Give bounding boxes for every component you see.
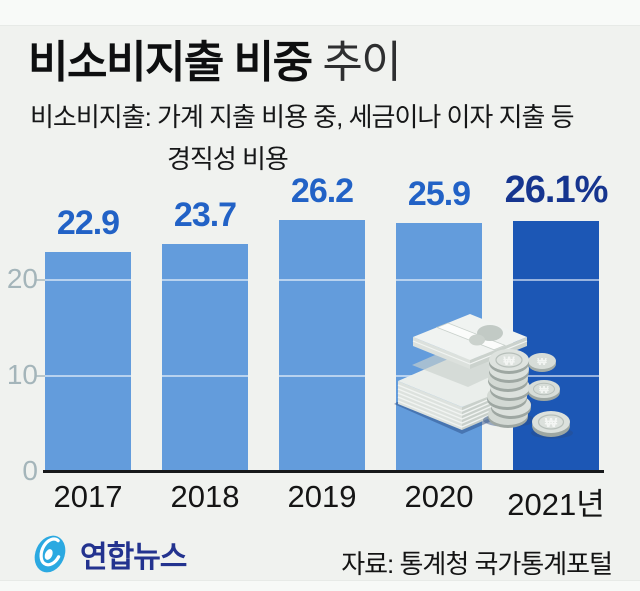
bar-2017 (45, 252, 131, 472)
gridline-overlay (396, 278, 482, 281)
gridline-stub (36, 375, 46, 377)
yonhap-logo: 연합뉴스 (28, 532, 187, 576)
x-axis-line (43, 470, 604, 473)
x-axis-label: 2020 (404, 479, 474, 514)
bar-value-label: 26.1% (504, 169, 609, 212)
gridline-overlay (162, 374, 248, 377)
yonhap-swirl-icon (34, 535, 66, 573)
bar-value-label: 26.2 (290, 172, 354, 211)
gridline-overlay (162, 278, 248, 281)
x-axis-label: 2018 (170, 479, 240, 514)
money-illustration-icon: ₩ ₩ ₩ ₩ (394, 314, 573, 439)
bar-value-label: 25.9 (407, 175, 471, 214)
y-axis-tick-label: 0 (22, 455, 38, 486)
svg-text:₩: ₩ (537, 357, 547, 368)
gridline-overlay (45, 278, 131, 281)
bar-2018 (162, 244, 248, 472)
bar-2019 (279, 220, 365, 472)
gridline-overlay (513, 374, 599, 377)
y-axis-tick-label: 10 (6, 359, 38, 390)
gridline-overlay (279, 278, 365, 281)
logo-text: 연합뉴스 (80, 541, 187, 574)
gridline-overlay (513, 278, 599, 281)
svg-text:₩: ₩ (545, 415, 558, 430)
subtitle-line-1: 비소비지출: 가계 지출 비용 중, 세금이나 이자 지출 등 (30, 102, 575, 132)
title-trailer: 추이 (311, 38, 401, 87)
y-axis-tick-label: 20 (6, 263, 38, 294)
bottom-margin-band (0, 580, 640, 591)
bar-value-label: 22.9 (56, 204, 120, 243)
x-axis-label: 2019 (287, 479, 357, 514)
gridline-stub (36, 279, 46, 281)
title-main: 비소비지출 비중 (28, 38, 313, 87)
x-axis-label: 2017 (53, 479, 123, 514)
bar-value-label: 23.7 (173, 196, 237, 235)
page-title: 비소비지출 비중 추이 (28, 26, 402, 90)
gridline-overlay (45, 374, 131, 377)
gridline-overlay (279, 374, 365, 377)
x-axis-label: 2021년 (507, 487, 605, 522)
top-margin-band (0, 0, 640, 26)
svg-text:₩: ₩ (539, 385, 549, 396)
svg-text:₩: ₩ (503, 354, 515, 368)
subtitle-line-2: 경직성 비용 (167, 144, 289, 174)
source-credit: 자료: 통계청 국가통계포털 (341, 549, 613, 579)
